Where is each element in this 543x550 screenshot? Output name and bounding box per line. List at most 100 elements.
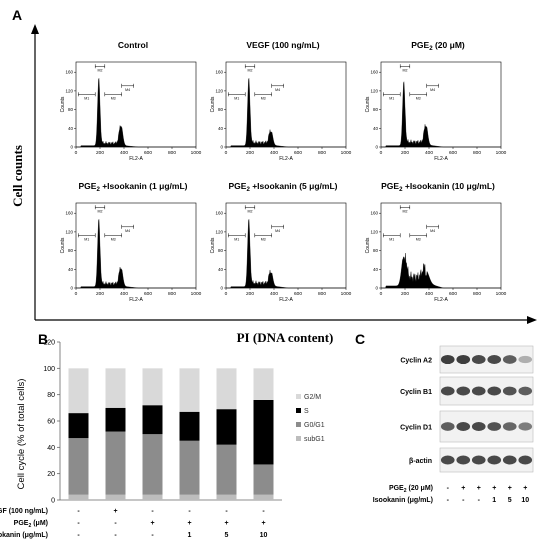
gate-label: M1 xyxy=(84,96,89,100)
histogram-x-tick-label: 200 xyxy=(401,150,409,156)
histogram-title-part-2: +Isookanin (5 μg/mL) xyxy=(250,181,338,191)
blot-label: Cyclin A2 xyxy=(400,358,432,365)
blot-band-lane-5 xyxy=(502,355,517,364)
blot-row-2: Cyclin B1 xyxy=(400,376,534,406)
blot-band-lane-2 xyxy=(456,455,471,465)
panel-a-y-label: Cell counts xyxy=(10,145,25,207)
gate-label: M3 xyxy=(111,237,116,241)
blot-label: β-actin xyxy=(409,458,432,465)
histogram-y-tick-label: 0 xyxy=(70,286,73,291)
panel-b-treatment-cell: + xyxy=(261,520,265,527)
blot-label: Cyclin B1 xyxy=(400,389,432,396)
histogram-x-tick-label: 1000 xyxy=(191,150,202,156)
panel-b-y-tick-label: 100 xyxy=(43,366,55,373)
gate-label: M1 xyxy=(389,96,394,100)
histogram-y-title: Counts xyxy=(365,237,371,253)
histogram-distribution xyxy=(381,253,501,289)
histogram-title: PGE2 +Isookanin (5 μg/mL) xyxy=(229,181,338,193)
panel-b-y-tick-label: 120 xyxy=(43,340,55,347)
histogram-6: PGE2 +Isookanin (10 μg/mL) 0 40 80 120 160 0 20… xyxy=(365,181,507,303)
blot-membrane xyxy=(439,447,534,473)
panel-b-y-tick-label: 40 xyxy=(47,445,55,452)
blot-band-lane-2 xyxy=(456,422,471,431)
bar-g0g1-6 xyxy=(253,464,274,495)
panel-c-treatment-cell: - xyxy=(478,497,481,504)
histogram-x-tick-label: 200 xyxy=(96,150,104,156)
blot-band-lane-1 xyxy=(440,354,455,365)
gate-label: M1 xyxy=(234,96,239,100)
blot-membrane xyxy=(439,345,534,374)
histogram-x-tick-label: 0 xyxy=(225,291,228,297)
blot-band-lane-4 xyxy=(487,355,502,364)
histogram-x-tick-label: 200 xyxy=(246,291,254,297)
panel-b-treatment-label-part-1: 2 xyxy=(28,523,31,529)
blot-band-lane-4 xyxy=(487,422,502,431)
panel-a-y-arrow xyxy=(31,24,39,34)
panel-c-treatment-cell: + xyxy=(492,485,496,492)
histogram-x-tick-label: 0 xyxy=(75,150,78,156)
histogram-x-tick-label: 0 xyxy=(380,291,383,297)
histogram-y-tick-label: 40 xyxy=(68,267,74,272)
bar-g2m-5 xyxy=(216,368,237,410)
bar-subg1-3 xyxy=(142,494,163,500)
histogram-title-part-2: (20 μM) xyxy=(433,40,465,50)
legend-label-s: S xyxy=(304,408,309,415)
panel-b-treatment-cell: - xyxy=(77,508,80,515)
histogram-5: PGE2 +Isookanin (5 μg/mL) 0 40 80 120 160 0 200… xyxy=(210,181,352,303)
gate-label: M3 xyxy=(111,96,116,100)
histogram-title-part-2: +Isookanin (1 μg/mL) xyxy=(100,181,188,191)
histogram-distribution xyxy=(226,219,346,289)
histogram-title: PGE2 +Isookanin (10 μg/mL) xyxy=(381,181,495,193)
panel-b-treatment-cell: 5 xyxy=(225,532,229,539)
histogram-title-part-1: 2 xyxy=(399,186,403,193)
histogram-title: VEGF (100 ng/mL) xyxy=(246,40,319,50)
blot-label-part-0: β-actin xyxy=(409,458,432,465)
gate-label: M2 xyxy=(248,68,253,72)
histogram-distribution xyxy=(76,219,196,289)
blot-row-3: Cyclin D1 xyxy=(400,410,534,443)
panel-b: B Cell cycle (% of total cells) 0 20 40 60 8… xyxy=(0,331,325,539)
gate-label: M1 xyxy=(84,237,89,241)
histogram-y-tick-label: 160 xyxy=(370,70,378,75)
blot-band-lane-5 xyxy=(502,386,517,396)
histogram-x-tick-label: 800 xyxy=(168,150,176,156)
bar-s-2 xyxy=(105,407,126,432)
histogram-x-tick-label: 200 xyxy=(246,150,254,156)
panel-b-letter: B xyxy=(38,331,48,347)
histogram-y-title: Counts xyxy=(365,96,371,112)
gate-label: M2 xyxy=(403,68,408,72)
blot-band-lane-6 xyxy=(518,422,533,431)
histogram-2: VEGF (100 ng/mL) 0 40 80 120 160 0 200 400 600 800… xyxy=(210,40,352,162)
blot-band-lane-1 xyxy=(440,455,455,465)
histogram-frame xyxy=(225,61,347,148)
histogram-x-tick-label: 400 xyxy=(270,291,278,297)
blot-band-lane-1 xyxy=(440,386,455,396)
panel-b-treatment-label-part-0: VEGF (100 ng/mL) xyxy=(0,508,48,515)
bar-s-6 xyxy=(253,399,274,465)
panel-b-treatment-cell: 10 xyxy=(260,532,268,539)
histogram-y-tick-label: 120 xyxy=(215,88,223,93)
histogram-y-tick-label: 0 xyxy=(70,145,73,150)
histogram-x-tick-label: 400 xyxy=(120,291,128,297)
panel-c-letter: C xyxy=(355,331,365,347)
panel-c-treatment-cell: - xyxy=(447,497,450,504)
bar-s-1 xyxy=(68,413,89,439)
gate-label: M4 xyxy=(430,229,435,233)
histogram-x-tick-label: 0 xyxy=(225,150,228,156)
blot-band-lane-5 xyxy=(502,455,517,465)
panel-b-y-tick-label: 60 xyxy=(47,419,55,426)
bar-g0g1-2 xyxy=(105,431,126,495)
histogram-title-part-0: PGE xyxy=(229,181,247,191)
histogram-x-tick-label: 800 xyxy=(318,150,326,156)
histogram-x-tick-label: 600 xyxy=(449,291,457,297)
histogram-title-part-1: 2 xyxy=(429,45,433,52)
histogram-x-tick-label: 600 xyxy=(449,150,457,156)
gate-label: M4 xyxy=(430,88,435,92)
histogram-y-tick-label: 0 xyxy=(375,145,378,150)
blot-label-part-0: Cyclin B1 xyxy=(400,389,432,396)
panel-c-treatment-label-part-2: (20 μM) xyxy=(407,485,433,492)
gate-label: M2 xyxy=(98,68,103,72)
histogram-x-tick-label: 400 xyxy=(120,150,128,156)
panel-b-treatment-cell: - xyxy=(262,508,265,515)
